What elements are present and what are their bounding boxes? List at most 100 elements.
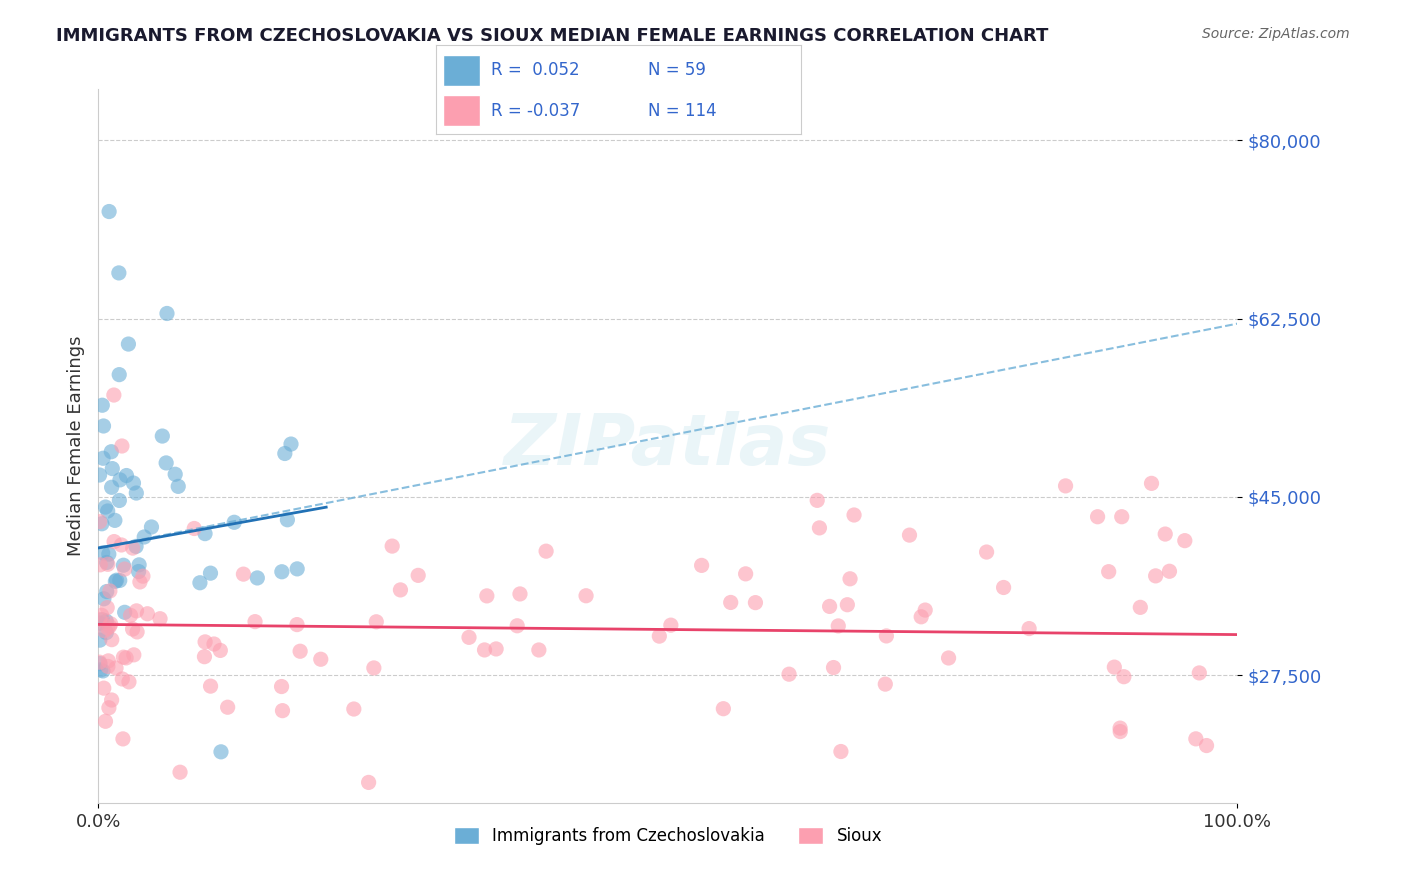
Point: [534, 544, 557, 558]
Point: [898, 528, 921, 542]
Point: [271, 704, 294, 718]
Point: [194, 526, 217, 541]
Point: [209, 745, 232, 759]
Point: [1174, 533, 1197, 548]
Point: [406, 568, 429, 582]
Point: [808, 521, 831, 535]
Point: [121, 622, 143, 636]
Point: [111, 672, 134, 686]
Point: [575, 589, 598, 603]
Point: [90, 608, 112, 623]
Point: [938, 651, 960, 665]
Point: [690, 558, 713, 573]
Point: [823, 660, 845, 674]
Point: [111, 439, 134, 453]
Point: [128, 558, 150, 572]
Point: [839, 572, 862, 586]
Point: [1109, 724, 1132, 739]
Point: [156, 306, 179, 320]
Point: [125, 604, 148, 618]
Point: [285, 562, 308, 576]
Point: [132, 569, 155, 583]
Point: [200, 679, 222, 693]
Point: [288, 644, 311, 658]
Point: [96, 584, 118, 599]
Point: [91, 664, 114, 678]
Point: [527, 643, 550, 657]
Point: [89, 515, 111, 529]
Point: [108, 368, 131, 382]
Point: [357, 775, 380, 789]
Point: [100, 616, 122, 631]
Point: [837, 598, 859, 612]
Point: [976, 545, 998, 559]
Point: [122, 648, 145, 662]
Point: [778, 667, 800, 681]
FancyBboxPatch shape: [443, 95, 479, 126]
Point: [1111, 509, 1133, 524]
Point: [97, 621, 120, 635]
Point: [274, 446, 297, 460]
Point: [98, 619, 121, 633]
Point: [89, 558, 111, 572]
Point: [720, 595, 742, 609]
Point: [366, 615, 388, 629]
Point: [121, 541, 143, 555]
Point: [104, 513, 127, 527]
Point: [875, 677, 897, 691]
Point: [97, 659, 120, 673]
Point: [96, 556, 118, 570]
Point: [509, 587, 531, 601]
Point: [243, 615, 266, 629]
Point: [1087, 509, 1109, 524]
Point: [89, 468, 111, 483]
Point: [97, 700, 120, 714]
Point: [141, 520, 163, 534]
Text: R = -0.037: R = -0.037: [491, 102, 579, 120]
Point: [1018, 622, 1040, 636]
Point: [193, 649, 215, 664]
Point: [270, 680, 292, 694]
Point: [209, 643, 232, 657]
FancyBboxPatch shape: [443, 55, 479, 86]
Point: [183, 521, 205, 535]
Point: [285, 617, 308, 632]
Point: [115, 468, 138, 483]
Point: [93, 591, 115, 606]
Point: [89, 612, 111, 626]
Point: [136, 607, 159, 621]
Point: [91, 398, 114, 412]
Y-axis label: Median Female Earnings: Median Female Earnings: [66, 335, 84, 557]
Point: [108, 473, 131, 487]
Point: [108, 574, 131, 588]
Point: [112, 558, 135, 573]
Point: [103, 388, 125, 402]
Point: [101, 461, 124, 475]
Point: [104, 574, 127, 589]
Point: [1098, 565, 1121, 579]
Point: [127, 624, 149, 639]
Point: [914, 603, 936, 617]
Text: ZIPatlas: ZIPatlas: [505, 411, 831, 481]
Point: [115, 651, 138, 665]
Point: [90, 516, 112, 531]
Point: [118, 674, 141, 689]
Point: [100, 632, 122, 647]
Point: [224, 516, 246, 530]
Point: [711, 702, 734, 716]
Point: [110, 538, 132, 552]
Point: [270, 565, 292, 579]
Point: [134, 530, 156, 544]
Point: [91, 451, 114, 466]
Point: [993, 581, 1015, 595]
Point: [1185, 731, 1208, 746]
Point: [309, 652, 332, 666]
Point: [475, 589, 498, 603]
Point: [93, 624, 115, 638]
Point: [108, 493, 131, 508]
Point: [129, 574, 152, 589]
Point: [389, 582, 412, 597]
Point: [648, 629, 671, 643]
Point: [1195, 739, 1218, 753]
Text: R =  0.052: R = 0.052: [491, 62, 579, 79]
